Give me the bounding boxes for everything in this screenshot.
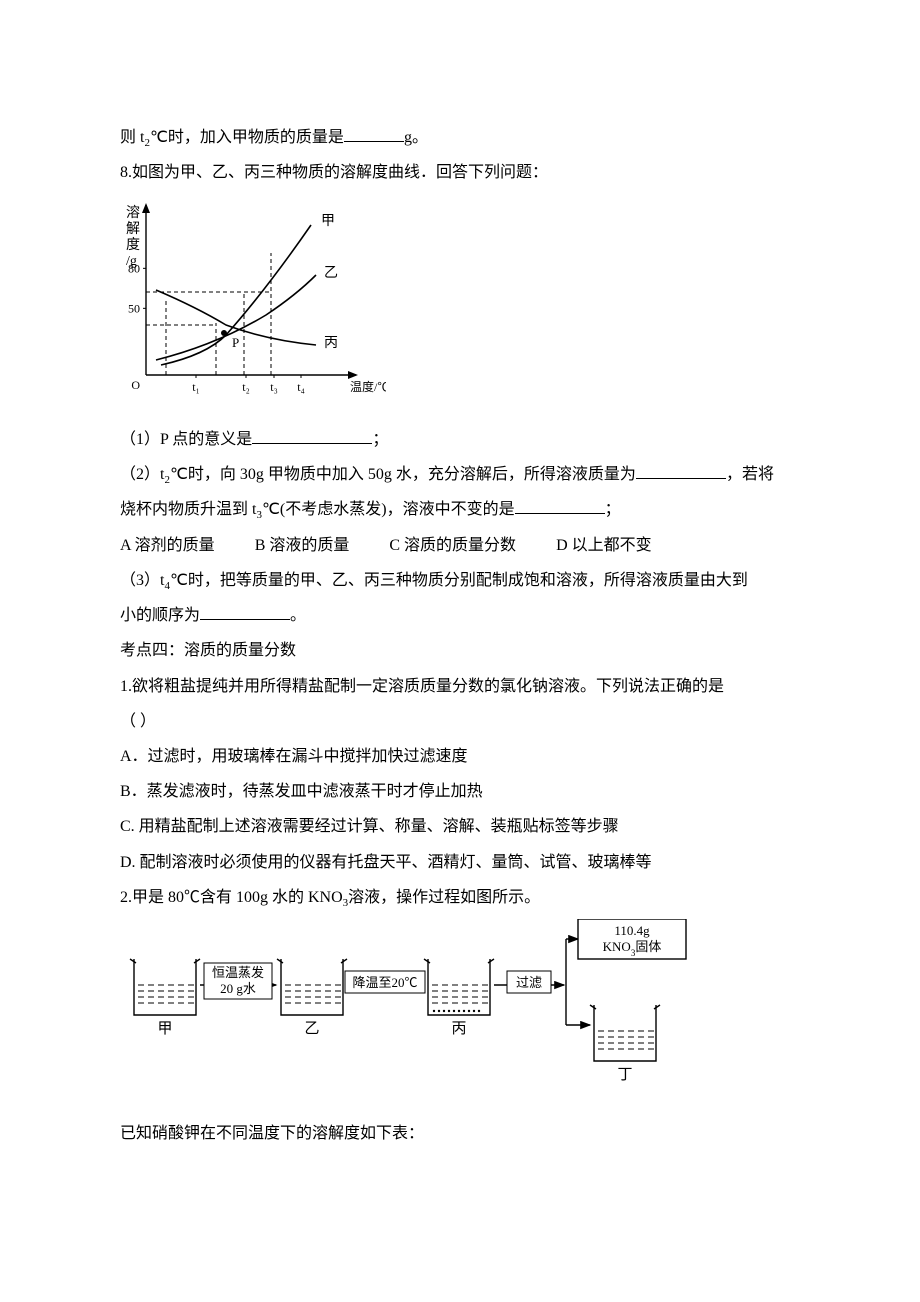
topic4-heading: 考点四：溶质的质量分数: [120, 633, 800, 668]
q8-sub2-line1: （2）t2℃时，向 30g 甲物质中加入 50g 水，充分溶解后，所得溶液质量为…: [120, 457, 800, 492]
opt-d: D 以上都不变: [556, 528, 652, 563]
svg-text:P: P: [232, 335, 239, 350]
t4-q2-tail: 已知硝酸钾在不同温度下的溶解度如下表：: [120, 1116, 800, 1151]
svg-text:O: O: [131, 378, 140, 392]
svg-text:丁: 丁: [617, 1067, 632, 1083]
svg-text:110.4g: 110.4g: [614, 923, 650, 938]
q8-sub1: （1）P 点的意义是；: [120, 422, 800, 457]
opt-a: A 溶剂的质量: [120, 528, 215, 563]
svg-text:t₁: t₁: [192, 380, 200, 394]
svg-text:过滤: 过滤: [516, 975, 542, 990]
t4-q1-opt-a: A．过滤时，用玻璃棒在漏斗中搅拌加快过滤速度: [120, 739, 800, 774]
opt-b: B 溶液的质量: [255, 528, 350, 563]
svg-text:80: 80: [128, 261, 140, 275]
t4-q1-stem: 1.欲将粗盐提纯并用所得精盐配制一定溶质质量分数的氯化钠溶液。下列说法正确的是: [120, 669, 800, 704]
svg-text:t₃: t₃: [270, 380, 278, 394]
svg-text:度: 度: [126, 237, 140, 253]
svg-text:甲: 甲: [321, 214, 335, 229]
svg-text:50: 50: [128, 301, 140, 315]
svg-text:丙: 丙: [451, 1021, 466, 1037]
svg-text:乙: 乙: [304, 1021, 319, 1037]
t4-q1-opt-d: D. 配制溶液时必须使用的仪器有托盘天平、酒精灯、量筒、试管、玻璃棒等: [120, 845, 800, 880]
svg-text:丙: 丙: [324, 336, 338, 351]
svg-text:温度/℃: 温度/℃: [350, 379, 386, 394]
svg-text:降温至20℃: 降温至20℃: [352, 975, 417, 990]
q8-intro: 8.如图为甲、乙、丙三种物质的溶解度曲线．回答下列问题：: [120, 155, 800, 190]
t4-q1-opt-c: C. 用精盐配制上述溶液需要经过计算、称量、溶解、装瓶贴标签等步骤: [120, 809, 800, 844]
solubility-chart: 溶解度/g5080Ot₁t₂t₃t₄温度/℃甲乙丙P: [116, 195, 800, 418]
svg-text:t₂: t₂: [242, 380, 250, 394]
svg-text:20 g水: 20 g水: [220, 981, 256, 996]
svg-text:解: 解: [126, 221, 140, 237]
svg-text:乙: 乙: [324, 265, 338, 281]
q8-sub2-line2: 烧杯内物质升温到 t3℃(不考虑水蒸发)，溶液中不变的是；: [120, 492, 800, 527]
opt-c: C 溶质的质量分数: [389, 528, 516, 563]
svg-text:甲: 甲: [157, 1021, 172, 1037]
svg-text:恒温蒸发: 恒温蒸发: [212, 965, 264, 980]
t4-q1-paren: （ ）: [120, 704, 800, 739]
pretext-line: 则 t2℃时，加入甲物质的质量是g。: [120, 120, 800, 155]
process-flow-diagram: 甲乙丙丁恒温蒸发20 g水降温至20℃过滤110.4gKNO3固体: [116, 919, 800, 1112]
svg-text:t₄: t₄: [297, 380, 305, 394]
svg-text:溶: 溶: [126, 205, 140, 221]
t4-q1-opt-b: B．蒸发滤液时，待蒸发皿中滤液蒸干时才停止加热: [120, 774, 800, 809]
q8-sub3-line1: （3）t4℃时，把等质量的甲、乙、丙三种物质分别配制成饱和溶液，所得溶液质量由大…: [120, 563, 800, 598]
t4-q2-stem: 2.甲是 80℃含有 100g 水的 KNO3溶液，操作过程如图所示。: [120, 880, 800, 915]
q8-sub2-options: A 溶剂的质量 B 溶液的质量 C 溶质的质量分数 D 以上都不变: [120, 528, 800, 563]
q8-sub3-line2: 小的顺序为。: [120, 598, 800, 633]
